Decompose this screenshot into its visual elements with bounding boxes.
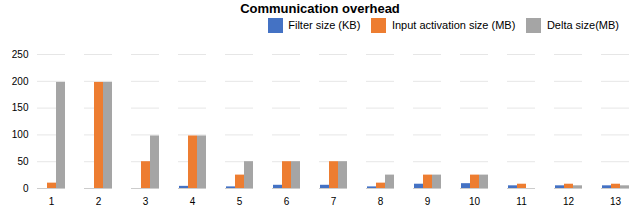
svg-text:7: 7 <box>331 196 337 207</box>
svg-text:4: 4 <box>190 196 196 207</box>
svg-text:50: 50 <box>17 156 29 167</box>
svg-text:3: 3 <box>143 196 149 207</box>
svg-text:2: 2 <box>96 196 102 207</box>
svg-text:11: 11 <box>516 196 527 207</box>
html-text:Communication overhead: Communication overhead <box>240 1 400 16</box>
html-text:Delta size(MB): Delta size(MB) <box>546 19 619 32</box>
html-text:Input activation size (MB): Input activation size (MB) <box>391 19 516 32</box>
svg-text:150: 150 <box>12 102 29 113</box>
svg-text:0: 0 <box>23 183 29 194</box>
svg-text:250: 250 <box>12 49 29 60</box>
html-text:Filter size (KB): Filter size (KB) <box>288 19 361 32</box>
svg-text:13: 13 <box>610 196 622 207</box>
svg-text:100: 100 <box>12 129 29 140</box>
svg-text:5: 5 <box>237 196 243 207</box>
svg-text:200: 200 <box>12 76 29 87</box>
svg-text:9: 9 <box>425 196 431 207</box>
svg-text:6: 6 <box>284 196 290 207</box>
svg-text:10: 10 <box>469 196 481 207</box>
svg-text:1: 1 <box>49 196 55 207</box>
svg-text:8: 8 <box>378 196 384 207</box>
svg-text:12: 12 <box>563 196 575 207</box>
